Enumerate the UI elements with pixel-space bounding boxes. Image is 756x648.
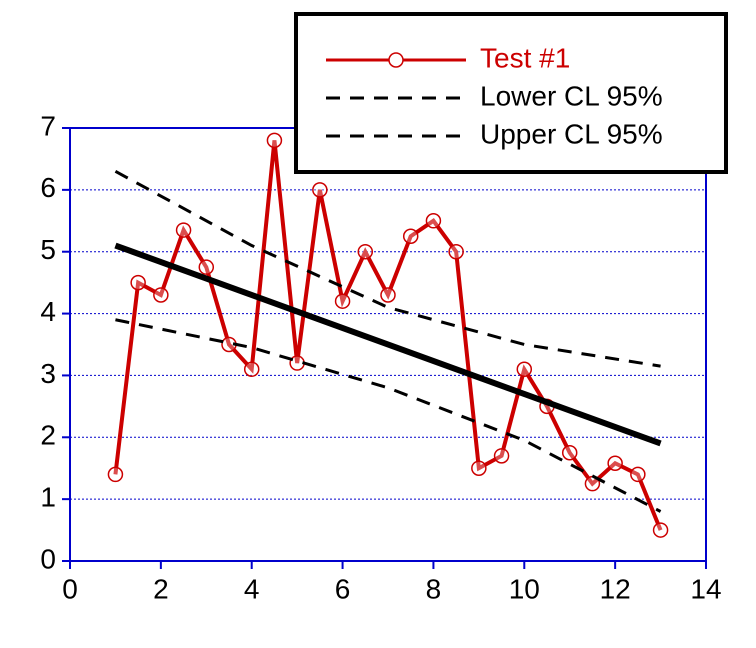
legend-marker xyxy=(388,52,404,68)
marker xyxy=(153,287,169,303)
y-tick-label: 4 xyxy=(40,296,56,327)
marker xyxy=(607,455,623,472)
x-tick-label: 6 xyxy=(335,573,351,604)
y-tick-label: 1 xyxy=(40,482,56,513)
x-tick-label: 12 xyxy=(600,573,631,604)
marker xyxy=(402,228,419,244)
marker xyxy=(107,466,124,483)
marker xyxy=(448,243,464,260)
marker xyxy=(516,361,533,377)
legend-box xyxy=(294,12,728,174)
x-tick-label: 10 xyxy=(509,573,540,604)
marker xyxy=(425,213,442,229)
marker xyxy=(334,293,351,309)
marker xyxy=(198,259,215,275)
marker xyxy=(380,287,396,303)
marker xyxy=(175,222,192,238)
marker xyxy=(471,460,487,476)
y-tick-label: 2 xyxy=(40,420,56,451)
y-tick-label: 0 xyxy=(40,543,56,574)
marker xyxy=(493,448,510,464)
marker xyxy=(266,132,283,149)
marker xyxy=(357,243,374,260)
legend: Test #1 Lower CL 95% Upper CL 95% xyxy=(294,12,728,174)
x-tick-label: 2 xyxy=(153,573,169,604)
legend-label: Lower CL 95% xyxy=(480,80,663,111)
line-series xyxy=(113,140,663,531)
y-tick-label: 6 xyxy=(40,172,56,203)
x-tick-label: 0 xyxy=(62,573,78,604)
y-tick-label: 3 xyxy=(40,358,56,389)
line-series xyxy=(114,169,661,368)
marker xyxy=(652,522,669,538)
x-tick-label: 8 xyxy=(426,573,442,604)
fit-line xyxy=(114,242,662,447)
marker xyxy=(243,361,260,377)
legend-label: Test #1 xyxy=(480,42,570,73)
y-tick-label: 5 xyxy=(40,234,56,265)
marker xyxy=(561,445,578,461)
x-tick-label: 14 xyxy=(690,573,721,604)
x-tick-label: 4 xyxy=(244,573,260,604)
marker xyxy=(630,466,646,483)
marker xyxy=(130,274,146,291)
marker xyxy=(312,182,328,198)
legend-label: Upper CL 95% xyxy=(480,118,663,149)
y-tick-label: 7 xyxy=(40,110,56,141)
